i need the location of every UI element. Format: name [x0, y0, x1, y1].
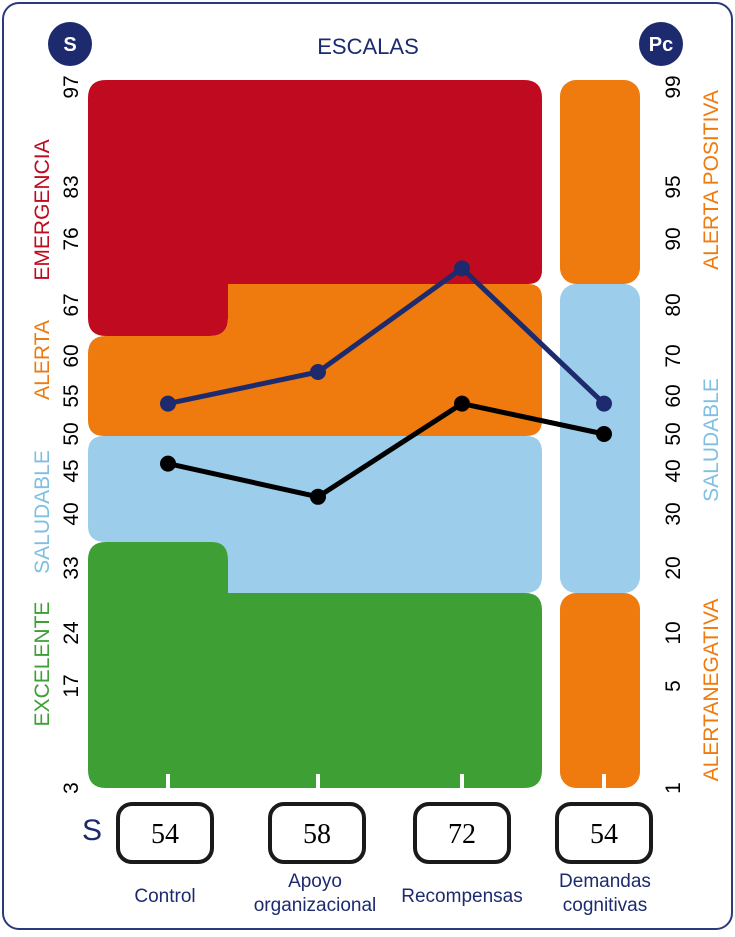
score-box-control — [116, 802, 214, 864]
zone-alerta-negativa — [560, 593, 640, 788]
series-1-point-1 — [160, 395, 176, 412]
left-tick-label: 60 — [60, 344, 83, 367]
series-2-point-4 — [596, 426, 612, 442]
pc-badge-text: Pc — [649, 34, 673, 56]
left-tick-label: 3 — [60, 782, 83, 794]
left-tick-label: 24 — [60, 621, 83, 645]
right-tick-label: 99 — [662, 75, 685, 98]
right-tick-label: 30 — [662, 502, 685, 525]
score-value-control: 54 — [151, 819, 179, 850]
right-tick-label: 70 — [662, 344, 685, 367]
score-value-apoyo: 58 — [303, 819, 331, 850]
right-tick-label: 40 — [662, 459, 685, 482]
zone-alerta-positiva — [560, 80, 640, 284]
score-box-apoyo — [268, 802, 366, 864]
zone-label-excelente: EXCELENTE — [31, 602, 54, 727]
right-tick-label: 5 — [662, 680, 685, 692]
left-tick-label: 83 — [60, 175, 83, 198]
series-line-1 — [167, 265, 606, 407]
left-tick-label: 55 — [60, 384, 83, 407]
series-layer — [160, 260, 612, 505]
right-tick-label: 95 — [662, 175, 685, 198]
zone-label-alerta-negativa: ALERTANEGATIVA — [700, 599, 723, 782]
score-value-demandas: 54 — [590, 819, 618, 850]
right-tick-label: 60 — [662, 384, 685, 407]
left-tick-label: 17 — [60, 674, 83, 697]
chart-title: ESCALAS — [317, 34, 419, 59]
series-1-point-2 — [310, 364, 326, 380]
left-tick-label: 97 — [60, 75, 83, 98]
s-badge-text: S — [63, 34, 76, 56]
zone-excelente — [88, 542, 542, 788]
right-tick-label: 10 — [662, 621, 685, 644]
category-label-control: Control — [134, 886, 195, 907]
score-box-recompensas — [413, 802, 511, 864]
left-tick-label: 50 — [60, 422, 83, 445]
s-row-label: S — [82, 814, 102, 847]
zone-label-alerta-positiva: ALERTA POSITIVA — [700, 90, 723, 270]
series-1-point-3 — [454, 260, 470, 277]
right-tick-label: 1 — [662, 782, 685, 794]
zone-label-alerta: ALERTA — [31, 320, 54, 400]
left-tick-label: 45 — [60, 459, 83, 482]
series-2-point-2 — [310, 488, 326, 505]
right-tick-label: 80 — [662, 293, 685, 316]
category-label-apoyo-line1: Apoyo — [288, 871, 342, 892]
left-tick-label: 40 — [60, 502, 83, 525]
zone-saludable — [88, 436, 542, 593]
category-label-demandas-line2: cognitivas — [563, 895, 648, 916]
right-tick-label: 50 — [662, 422, 685, 445]
left-tick-label: 67 — [60, 293, 83, 316]
category-label-demandas-line1: Demandas — [559, 871, 651, 892]
series-1-point-4 — [596, 395, 612, 412]
category-label-recompensas: Recompensas — [401, 886, 522, 907]
zone-label-saludable-right: SALUDABLE — [700, 378, 723, 502]
category-label-apoyo-line2: organizacional — [254, 895, 377, 916]
right-tick-label: 20 — [662, 556, 685, 579]
left-tick-label: 33 — [60, 556, 83, 579]
left-tick-label: 76 — [60, 227, 83, 250]
series-line-2 — [167, 401, 605, 500]
right-tick-label: 90 — [662, 227, 685, 250]
zone-label-saludable: SALUDABLE — [31, 450, 54, 574]
score-value-recompensas: 72 — [448, 819, 476, 850]
series-2-point-1 — [160, 455, 176, 472]
zone-label-emergencia: EMERGENCIA — [31, 139, 54, 280]
score-box-demandas — [555, 802, 653, 864]
series-2-point-3 — [454, 395, 470, 412]
s-badge — [48, 22, 92, 66]
zone-emergencia — [88, 80, 542, 336]
pc-badge — [639, 22, 683, 66]
